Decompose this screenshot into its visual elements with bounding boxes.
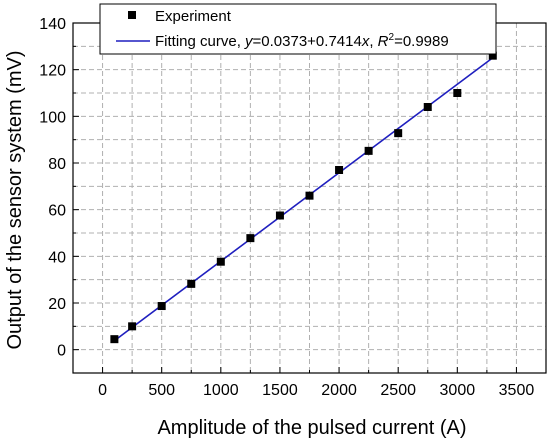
y-tick-label: 0 <box>57 343 66 360</box>
y-tick-label: 80 <box>48 156 66 173</box>
legend-box <box>99 3 497 55</box>
data-point <box>128 322 137 331</box>
legend-fit-part-7: 2 <box>389 32 395 43</box>
y-tick-label: 20 <box>48 296 66 313</box>
data-point <box>157 302 166 311</box>
x-tick-label: 3500 <box>499 382 535 399</box>
y-tick-labels: 0 20 40 60 80 100 120 140 <box>39 16 66 360</box>
legend-marker-experiment <box>128 11 136 19</box>
data-points <box>110 51 497 344</box>
x-tick-label: 2000 <box>321 382 357 399</box>
y-tick-label: 120 <box>39 63 66 80</box>
ticks <box>73 22 517 373</box>
x-tick-label: 1500 <box>262 382 298 399</box>
legend-fit-part-5: , <box>369 33 377 50</box>
data-point <box>305 191 314 200</box>
x-tick-label: 500 <box>148 382 175 399</box>
data-point <box>488 51 497 60</box>
legend-fit-part-1: Fitting curve, <box>155 33 245 50</box>
fit-line <box>113 57 494 342</box>
data-point <box>187 279 196 288</box>
x-tick-labels: 0 500 1000 1500 2000 2500 3000 3500 <box>98 382 534 399</box>
legend-fit-part-3: =0.0373+0.7414 <box>253 33 362 50</box>
fit-line-layer <box>113 57 494 342</box>
data-point <box>453 89 462 97</box>
x-axis-title: Amplitude of the pulsed current (A) <box>157 417 466 439</box>
grid <box>73 22 546 373</box>
data-point <box>335 166 344 174</box>
x-tick-label: 2500 <box>380 382 416 399</box>
legend-fit-part-2: y <box>244 33 254 50</box>
y-tick-label: 60 <box>48 203 66 220</box>
legend-fit-part-8: =0.9989 <box>394 33 449 50</box>
legend-fit-part-4: x <box>361 33 370 50</box>
data-point <box>216 257 225 266</box>
data-point <box>275 211 284 220</box>
legend-label-experiment: Experiment <box>155 8 232 25</box>
legend-label-fit: Fitting curve, y=0.0373+0.7414x, R2=0.99… <box>155 32 449 50</box>
data-point <box>110 335 119 344</box>
x-tick-label: 3000 <box>440 382 476 399</box>
x-tick-label: 0 <box>98 382 107 399</box>
x-tick-label: 1000 <box>203 382 239 399</box>
data-point <box>394 129 403 138</box>
y-tick-label: 100 <box>39 109 66 126</box>
y-tick-label: 40 <box>48 249 66 266</box>
y-axis-title: Output of the sensor system (mV) <box>4 51 26 350</box>
data-point <box>423 103 432 111</box>
data-point <box>246 234 255 243</box>
data-point <box>364 146 373 155</box>
legend-fit-part-6: R <box>378 33 389 50</box>
legend: Experiment Fitting curve, y=0.0373+0.741… <box>99 3 497 55</box>
y-tick-label: 140 <box>39 16 66 33</box>
